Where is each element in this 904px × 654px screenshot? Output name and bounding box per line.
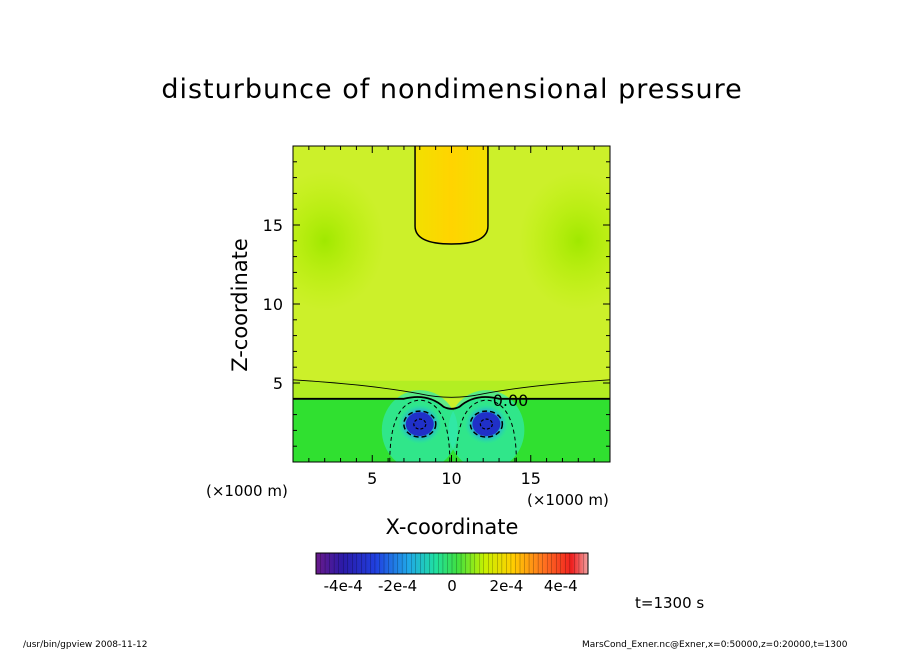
y-axis-label: Z-coordinate xyxy=(228,238,252,372)
x-axis-unit: (×1000 m) xyxy=(527,491,609,509)
negative-contour-inner-1 xyxy=(403,410,437,438)
colorbar-tick-label: -4e-4 xyxy=(323,577,363,595)
field-side-lobe-left xyxy=(293,170,385,311)
colorbar-tick-label: 2e-4 xyxy=(489,577,524,595)
x-tick-label: 5 xyxy=(367,469,377,488)
contour-label: 0.00 xyxy=(493,391,529,410)
x-tick-label: 15 xyxy=(521,469,541,488)
negative-contour-core-2 xyxy=(479,418,493,430)
y-axis-unit: (×1000 m) xyxy=(206,482,288,500)
time-label: t=1300 s xyxy=(635,594,705,612)
footer-left: /usr/bin/gpview 2008-11-12 xyxy=(23,640,148,650)
colorbar-tick-label: 0 xyxy=(447,577,457,595)
positive-column xyxy=(415,146,488,244)
positive-column-contour xyxy=(414,146,489,245)
colorbar-tick-label: 4e-4 xyxy=(543,577,578,595)
colorbar-tick-label: -2e-4 xyxy=(378,577,418,595)
field-transition-band xyxy=(293,380,610,399)
negative-contour-core-1 xyxy=(413,418,427,430)
x-axis-label: X-coordinate xyxy=(385,515,519,539)
chart-title: disturbunce of nondimensional pressure xyxy=(161,74,743,105)
negative-core-center-2 xyxy=(472,412,501,437)
negative-core-center-1 xyxy=(405,412,434,437)
y-tick-label: 5 xyxy=(273,374,283,393)
negative-contour-outer-2 xyxy=(455,399,517,462)
zero-contour-line xyxy=(293,396,610,410)
field-side-lobe-right xyxy=(518,170,610,311)
upper-contour-line xyxy=(293,379,610,398)
x-tick-label: 10 xyxy=(441,469,461,488)
y-tick-label: 15 xyxy=(263,216,283,235)
footer-right: MarsCond_Exner.nc@Exner,x=0:50000,z=0:20… xyxy=(582,640,848,650)
negative-contour-inner-2 xyxy=(469,410,504,438)
negative-contour-outer-1 xyxy=(389,399,451,462)
y-tick-label: 10 xyxy=(263,295,283,314)
